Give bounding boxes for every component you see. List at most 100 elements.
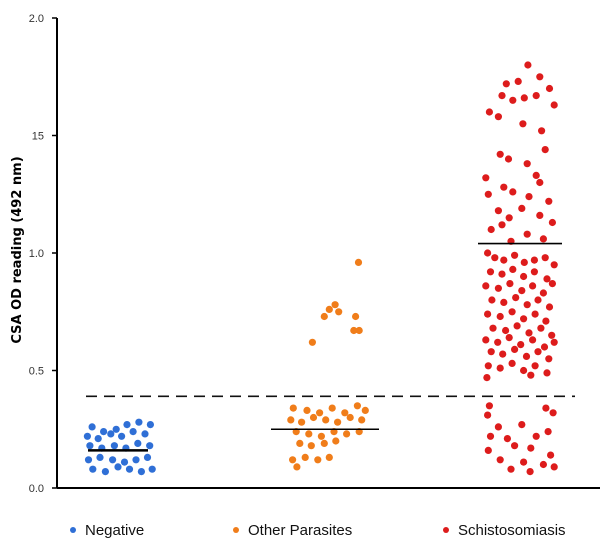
data-point-negative: [129, 428, 137, 436]
data-point-other-parasites: [298, 418, 306, 426]
data-point-schistosomiasis: [505, 214, 513, 222]
data-point-negative: [118, 432, 126, 440]
data-point-schistosomiasis: [520, 458, 528, 466]
data-point-schistosomiasis: [484, 411, 492, 419]
data-point-schistosomiasis: [532, 432, 540, 440]
data-point-other-parasites: [358, 416, 366, 424]
data-point-negative: [86, 442, 94, 450]
data-point-other-parasites: [301, 453, 309, 461]
data-point-negative: [109, 456, 117, 464]
data-point-schistosomiasis: [523, 230, 531, 238]
legend-marker-negative: [70, 527, 76, 533]
data-point-schistosomiasis: [507, 465, 515, 473]
data-point-schistosomiasis: [494, 113, 502, 121]
data-point-schistosomiasis: [491, 254, 499, 262]
data-point-schistosomiasis: [510, 345, 519, 353]
data-point-schistosomiasis: [498, 270, 506, 278]
data-point-other-parasites: [289, 404, 297, 412]
data-point-other-parasites: [317, 432, 325, 440]
data-point-schistosomiasis: [483, 374, 491, 382]
data-point-negative: [120, 458, 129, 466]
data-point-schistosomiasis: [506, 280, 514, 288]
data-point-schistosomiasis: [487, 225, 495, 234]
data-point-schistosomiasis: [498, 92, 506, 100]
data-point-other-parasites: [308, 338, 316, 346]
data-point-schistosomiasis: [520, 272, 528, 281]
data-point-negative: [107, 430, 115, 438]
data-point-other-parasites: [332, 437, 340, 445]
data-point-negative: [89, 465, 97, 473]
data-point-negative: [100, 428, 108, 436]
data-point-schistosomiasis: [518, 287, 526, 295]
data-point-schistosomiasis: [529, 336, 537, 344]
data-point-negative: [110, 442, 118, 450]
data-point-schistosomiasis: [508, 359, 516, 367]
data-point-schistosomiasis: [541, 146, 549, 154]
data-point-schistosomiasis: [502, 326, 510, 335]
data-point-other-parasites: [331, 301, 339, 309]
data-point-schistosomiasis: [519, 120, 527, 128]
data-point-schistosomiasis: [549, 409, 557, 417]
data-point-schistosomiasis: [534, 348, 542, 356]
data-point-other-parasites: [314, 456, 322, 464]
data-point-negative: [84, 456, 93, 464]
data-point-schistosomiasis: [512, 294, 520, 302]
legend-marker-other-parasites: [233, 527, 239, 533]
data-point-other-parasites: [328, 404, 336, 412]
data-point-schistosomiasis: [550, 463, 558, 471]
legend-label-negative: Negative: [85, 522, 144, 539]
data-point-schistosomiasis: [537, 324, 545, 332]
data-point-schistosomiasis: [523, 301, 531, 309]
data-point-other-parasites: [325, 305, 333, 313]
data-point-negative: [134, 439, 142, 447]
data-point-negative: [101, 468, 109, 476]
data-point-negative: [94, 435, 102, 443]
data-point-schistosomiasis: [527, 371, 535, 379]
data-point-schistosomiasis: [518, 204, 526, 212]
data-point-negative: [112, 425, 120, 433]
data-point-schistosomiasis: [524, 61, 532, 69]
data-point-schistosomiasis: [520, 258, 528, 266]
data-point-negative: [148, 465, 156, 473]
data-point-schistosomiasis: [536, 73, 544, 81]
data-point-schistosomiasis: [532, 171, 540, 179]
legend-label-other-parasites: Other Parasites: [248, 522, 352, 539]
y-axis-label: CSA OD reading (492 nm): [10, 156, 25, 343]
data-point-schistosomiasis: [541, 254, 549, 262]
data-point-negative: [83, 432, 91, 440]
data-point-schistosomiasis: [540, 343, 549, 351]
data-point-schistosomiasis: [508, 308, 516, 316]
data-point-negative: [123, 421, 131, 429]
data-point-schistosomiasis: [494, 338, 502, 346]
data-point-schistosomiasis: [498, 221, 506, 229]
data-point-schistosomiasis: [504, 155, 513, 163]
data-point-negative: [96, 453, 104, 461]
data-point-schistosomiasis: [503, 435, 511, 443]
data-point-schistosomiasis: [494, 284, 502, 292]
data-point-schistosomiasis: [545, 84, 554, 93]
data-point-schistosomiasis: [539, 235, 548, 243]
data-point-other-parasites: [296, 439, 304, 447]
data-point-schistosomiasis: [520, 315, 528, 323]
data-point-schistosomiasis: [539, 460, 548, 469]
data-point-other-parasites: [361, 406, 369, 414]
legend-marker-schistosomiasis: [443, 527, 449, 533]
data-point-schistosomiasis: [482, 174, 490, 182]
data-point-schistosomiasis: [489, 324, 497, 332]
data-point-schistosomiasis: [485, 108, 493, 116]
data-point-schistosomiasis: [496, 312, 504, 321]
data-point-schistosomiasis: [518, 421, 526, 429]
data-point-schistosomiasis: [548, 331, 556, 339]
data-point-schistosomiasis: [532, 92, 540, 100]
data-point-schistosomiasis: [486, 268, 495, 276]
data-point-schistosomiasis: [496, 456, 504, 464]
data-point-schistosomiasis: [548, 280, 557, 288]
data-point-negative: [114, 463, 122, 471]
data-point-schistosomiasis: [488, 296, 496, 304]
data-point-negative: [137, 468, 145, 476]
data-point-other-parasites: [343, 430, 351, 438]
data-point-other-parasites: [353, 402, 361, 410]
data-point-schistosomiasis: [545, 197, 553, 205]
data-point-schistosomiasis: [539, 289, 548, 297]
